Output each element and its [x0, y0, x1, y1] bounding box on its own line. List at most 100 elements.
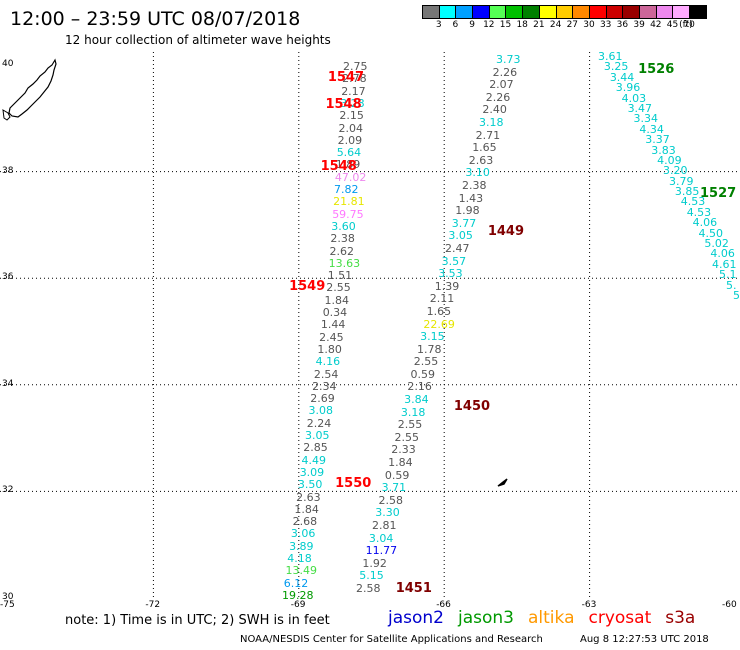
lon-tick-label: -75 — [0, 600, 15, 610]
wave-height-label: 2.55 — [397, 418, 423, 432]
legend-swatch — [655, 5, 674, 19]
legend-swatch — [622, 5, 640, 19]
wave-height-label: 2.38 — [330, 232, 355, 246]
wave-height-label: 3.37 — [645, 133, 670, 147]
wave-height-label: 3.61 — [598, 50, 623, 63]
legend-bin-label: 24 — [549, 20, 562, 30]
pass-number-label: 1548 — [325, 97, 362, 113]
lon-tick-label: -69 — [290, 600, 306, 610]
legend-swatch — [605, 5, 624, 19]
bermuda — [497, 478, 508, 487]
legend-bin-label: 36 — [616, 20, 629, 30]
wave-height-label: 3.04 — [368, 531, 394, 545]
wave-height-label: 1.89 — [335, 158, 361, 172]
wave-height-label: 4.16 — [315, 355, 341, 369]
legend-bin-label: 70 — [683, 20, 695, 30]
pass-number-label: 1550 — [335, 476, 372, 492]
legend-bin-label: 21 — [533, 20, 545, 30]
coastline-island — [2, 109, 11, 121]
wave-height-label: 3.09 — [299, 465, 325, 479]
legend-bin-label: 15 — [499, 20, 512, 30]
wave-height-label: 2.68 — [292, 515, 318, 529]
pass-number-label: 1547 — [327, 69, 365, 85]
wave-height-label: 4.50 — [698, 226, 724, 240]
satellite-legend: jason2 jason3 altika cryosat s3a — [388, 608, 709, 628]
wave-height-label: 1.65 — [472, 141, 497, 155]
wave-height-label: 2.81 — [372, 519, 397, 533]
wave-height-label: 3.84 — [404, 393, 429, 407]
legend-swatch — [538, 5, 557, 19]
lon-tick-label: -66 — [436, 600, 451, 610]
lat-lon-grid — [0, 52, 740, 600]
satellite-name: cryosat — [588, 608, 652, 628]
wave-height-label: 5 — [733, 289, 740, 302]
satellite-name: s3a — [665, 608, 696, 628]
wave-height-label: 2.63 — [468, 153, 494, 167]
legend-labels: 3 6 9 12 15 18 21 24 27 30 33 36 39 42 45 70 (ft) — [422, 19, 706, 33]
wave-height-label: 4.06 — [692, 216, 718, 230]
legend-swatch — [588, 5, 607, 19]
pass-number-label: 1450 — [453, 399, 491, 415]
wave-height-label: 4.18 — [287, 552, 312, 566]
wave-height-label: 1.65 — [426, 304, 452, 318]
wave-height-label: 2.85 — [303, 441, 328, 455]
legend-bin-label: 12 — [483, 20, 495, 30]
legend-swatch — [472, 5, 490, 19]
wave-height-label: 6.12 — [283, 576, 309, 590]
lat-tick-label: 40 — [2, 59, 14, 69]
wave-height-label: 5.1 — [719, 268, 737, 282]
wave-height-label: 3.34 — [633, 112, 658, 126]
pass-number-label: 1526 — [638, 62, 675, 78]
wave-height-label: 7.82 — [334, 183, 359, 197]
wave-height-label: 19.28 — [282, 589, 314, 602]
wave-height-label: 2.78 — [342, 72, 367, 86]
wave-height-label: 1.84 — [324, 293, 349, 307]
coastline — [2, 58, 508, 487]
legend-bin-label: 33 — [599, 20, 612, 30]
wave-height-label: 2.58 — [378, 493, 403, 507]
wave-height-label: 3.18 — [400, 405, 426, 419]
coastline-cape-cod — [8, 58, 57, 118]
legend-swatch — [455, 5, 474, 19]
legend-swatch — [689, 5, 707, 19]
wave-height-label: 2.04 — [338, 121, 364, 135]
wave-height-label: 3.18 — [479, 115, 504, 129]
legend-swatch — [522, 5, 540, 19]
pass-number-label: 1527 — [700, 185, 737, 201]
wave-height-label: 1.44 — [320, 318, 346, 332]
wave-height-label: 2.45 — [319, 330, 344, 344]
wave-height-label: 1.80 — [317, 342, 342, 356]
wave-height-label: 2.40 — [482, 103, 507, 117]
wave-height-label: 3.83 — [651, 143, 676, 157]
legend-bin-label: 39 — [633, 20, 645, 30]
wave-height-label: 4.03 — [621, 91, 647, 105]
wave-height-label: 4.53 — [680, 195, 706, 209]
wave-height-label: 1.92 — [362, 556, 387, 570]
wave-height-label: 2.69 — [310, 392, 335, 406]
legend-swatches — [422, 5, 707, 19]
lat-tick-label: 36 — [2, 272, 14, 283]
wave-height-label: 3.47 — [627, 101, 653, 115]
wave-height-label: 3.50 — [297, 478, 323, 492]
wave-height-label: 3.20 — [663, 164, 688, 178]
wave-height-label: 3.15 — [420, 330, 445, 344]
wave-height-label: 3.73 — [496, 53, 521, 66]
wave-height-label: 3.30 — [375, 506, 400, 520]
wave-height-label: 11.77 — [365, 544, 398, 558]
wave-height-label: 13.49 — [285, 564, 318, 578]
color-legend: 3 6 9 12 15 18 21 24 27 30 33 36 39 42 45 70 (ft) — [422, 5, 707, 33]
wave-height-label: 0.34 — [322, 306, 348, 320]
wave-height-label: 3.05 — [448, 229, 473, 243]
wave-height-label: 21.81 — [333, 195, 365, 209]
wave-height-label: 3.08 — [308, 404, 334, 418]
wave-height-label: 1.78 — [416, 342, 442, 356]
lat-tick-label: 38 — [2, 165, 14, 176]
wave-height-label: 3.96 — [615, 81, 641, 95]
wave-height-label: 3.89 — [289, 539, 314, 553]
wave-height-label: 2.54 — [313, 367, 339, 381]
wave-height-label: 2.16 — [407, 380, 432, 394]
legend-bin-label: 42 — [650, 20, 662, 30]
wave-height-label: 1.84 — [388, 456, 413, 470]
legend-swatch — [422, 5, 440, 19]
legend-bin-label: 45 — [666, 20, 679, 30]
